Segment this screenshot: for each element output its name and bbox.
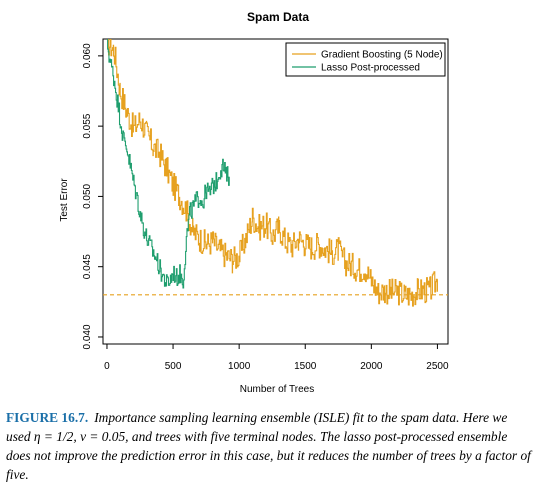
x-tick-label: 0 — [104, 361, 110, 372]
x-tick-label: 1000 — [228, 361, 251, 372]
figure-caption-text: Importance sampling learning ensemble (I… — [6, 410, 531, 482]
y-tick-label: 0.055 — [82, 113, 93, 138]
x-tick-label: 2000 — [360, 361, 383, 372]
legend-label-gradient-boosting: Gradient Boosting (5 Node) — [321, 50, 443, 61]
x-axis: 0 500 1000 1500 2000 2500 — [104, 344, 449, 372]
spam-test-error-chart: Spam Data 0 500 1000 1500 2000 2500 0.0400.04… — [59, 10, 449, 395]
x-tick-label: 1500 — [294, 361, 317, 372]
lasso-post-processed-line — [107, 39, 230, 289]
y-tick-label: 0.050 — [82, 183, 93, 208]
y-tick-label: 0.040 — [82, 324, 93, 349]
legend: Gradient Boosting (5 Node) Lasso Post-pr… — [285, 42, 446, 77]
y-tick-label: 0.060 — [82, 43, 93, 68]
y-axis-label: Test Error — [59, 178, 70, 222]
chart-title: Spam Data — [247, 10, 309, 24]
x-axis-label: Number of Trees — [240, 384, 314, 395]
figure-caption: FIGURE 16.7. Importance sampling learning… — [6, 408, 534, 484]
figure-caption-label: FIGURE 16.7. — [6, 410, 89, 425]
x-tick-label: 2500 — [426, 361, 449, 372]
y-axis: 0.040 0.045 0.050 0.055 0.060 — [82, 43, 103, 349]
y-tick-label: 0.045 — [82, 254, 93, 279]
gradient-boosting-line — [108, 39, 438, 307]
legend-box — [285, 42, 446, 77]
x-tick-label: 500 — [165, 361, 182, 372]
legend-label-lasso: Lasso Post-processed — [321, 63, 420, 74]
plot-frame — [102, 38, 449, 345]
